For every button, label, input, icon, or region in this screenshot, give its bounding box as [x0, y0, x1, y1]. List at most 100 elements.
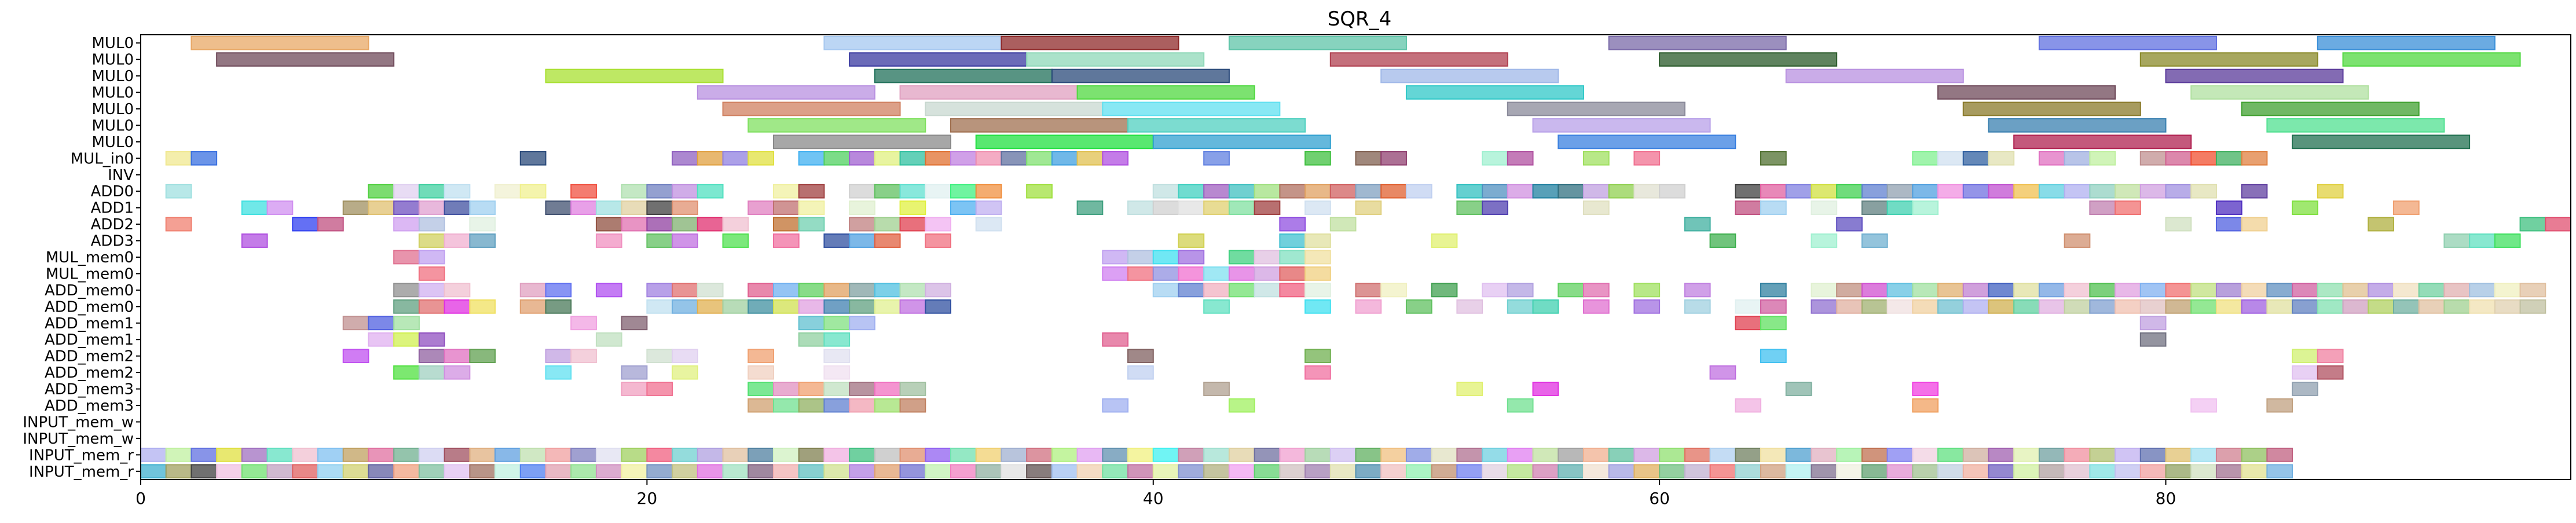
- y-tick-label: MUL0: [92, 117, 134, 134]
- task-bar: [1178, 250, 1205, 265]
- task-bar: [545, 299, 572, 314]
- task-bar: [1127, 266, 1154, 281]
- task-bar: [747, 200, 774, 215]
- task-bar: [165, 184, 192, 199]
- task-bar: [2418, 283, 2445, 298]
- task-bar: [393, 184, 420, 199]
- task-bar: [1760, 200, 1787, 215]
- task-bar: [1811, 447, 1838, 462]
- task-bar: [2292, 382, 2318, 396]
- task-bar: [2292, 349, 2318, 364]
- task-bar: [2089, 283, 2116, 298]
- task-bar: [368, 200, 395, 215]
- task-bar: [1532, 447, 1559, 462]
- task-bar: [1962, 151, 1989, 166]
- task-bar: [672, 151, 698, 166]
- task-bar: [621, 316, 648, 331]
- task-bar: [1633, 151, 1661, 166]
- task-bar: [2064, 447, 2091, 462]
- task-bar: [2215, 299, 2242, 314]
- task-bar: [393, 316, 420, 331]
- task-bar: [798, 447, 825, 462]
- task-bar: [849, 151, 875, 166]
- task-bar: [849, 464, 875, 479]
- task-bar: [1305, 283, 1331, 298]
- task-bar: [444, 447, 471, 462]
- task-bar: [975, 464, 1002, 479]
- task-bar: [1001, 447, 1028, 462]
- task-bar: [469, 200, 496, 215]
- task-bar: [722, 233, 749, 248]
- task-bar: [2443, 233, 2471, 248]
- task-bar: [1482, 464, 1508, 479]
- task-bar: [1659, 52, 1838, 67]
- task-bar: [975, 447, 1002, 462]
- task-bar: [646, 184, 673, 199]
- task-bar: [823, 151, 851, 166]
- task-bar: [1937, 464, 1964, 479]
- task-bar: [393, 299, 420, 314]
- task-bar: [1988, 283, 2015, 298]
- task-bar: [1203, 200, 1230, 215]
- task-bar: [2519, 217, 2546, 232]
- task-bar: [672, 365, 698, 380]
- task-bar: [595, 464, 622, 479]
- task-bar: [2165, 68, 2344, 83]
- task-bar: [1988, 447, 2015, 462]
- task-bar: [874, 299, 901, 314]
- task-bar: [2190, 464, 2217, 479]
- task-bar: [672, 349, 698, 364]
- task-bar: [1558, 283, 1584, 298]
- y-tick-label: MUL0: [92, 101, 134, 118]
- x-tick-label: 0: [135, 489, 146, 508]
- task-bar: [1912, 382, 1939, 396]
- task-bar: [2139, 464, 2167, 479]
- task-bar: [2139, 184, 2167, 199]
- task-bar: [899, 398, 926, 413]
- task-bar: [2469, 299, 2496, 314]
- y-tick-label: MUL0: [92, 35, 134, 52]
- task-bar: [1203, 299, 1230, 314]
- task-bar: [899, 85, 1078, 100]
- task-bar: [823, 316, 851, 331]
- task-bar: [823, 365, 851, 380]
- task-bar: [368, 316, 395, 331]
- task-bar: [1127, 365, 1154, 380]
- task-bar: [1405, 447, 1432, 462]
- task-bar: [1228, 464, 1255, 479]
- task-bar: [368, 447, 395, 462]
- task-bar: [494, 184, 521, 199]
- task-bar: [1532, 184, 1559, 199]
- task-bar: [2165, 464, 2192, 479]
- task-bar: [899, 447, 926, 462]
- task-bar: [1405, 184, 1432, 199]
- task-bar: [874, 217, 901, 232]
- task-bar: [418, 266, 445, 281]
- task-bar: [444, 365, 471, 380]
- task-bar: [1254, 200, 1281, 215]
- task-bar: [1279, 447, 1306, 462]
- task-bar: [444, 283, 471, 298]
- task-bar: [2139, 332, 2167, 347]
- task-bar: [798, 464, 825, 479]
- task-bar: [1785, 447, 1812, 462]
- task-bar: [772, 134, 951, 149]
- task-bar: [1456, 184, 1483, 199]
- y-tick-label: MUL_in0: [71, 150, 134, 167]
- task-bar: [823, 299, 851, 314]
- task-bar: [1329, 184, 1357, 199]
- task-bar: [2165, 299, 2192, 314]
- task-bar: [317, 217, 344, 232]
- task-bar: [697, 184, 724, 199]
- task-bar: [1937, 299, 1964, 314]
- task-bar: [1355, 299, 1382, 314]
- task-bar: [2115, 283, 2141, 298]
- task-bar: [1532, 464, 1559, 479]
- task-bar: [1962, 447, 1989, 462]
- task-bar: [1760, 299, 1787, 314]
- task-bar: [2215, 464, 2242, 479]
- task-bar: [1937, 85, 2116, 100]
- task-bar: [1811, 184, 1838, 199]
- task-bar: [1558, 134, 1736, 149]
